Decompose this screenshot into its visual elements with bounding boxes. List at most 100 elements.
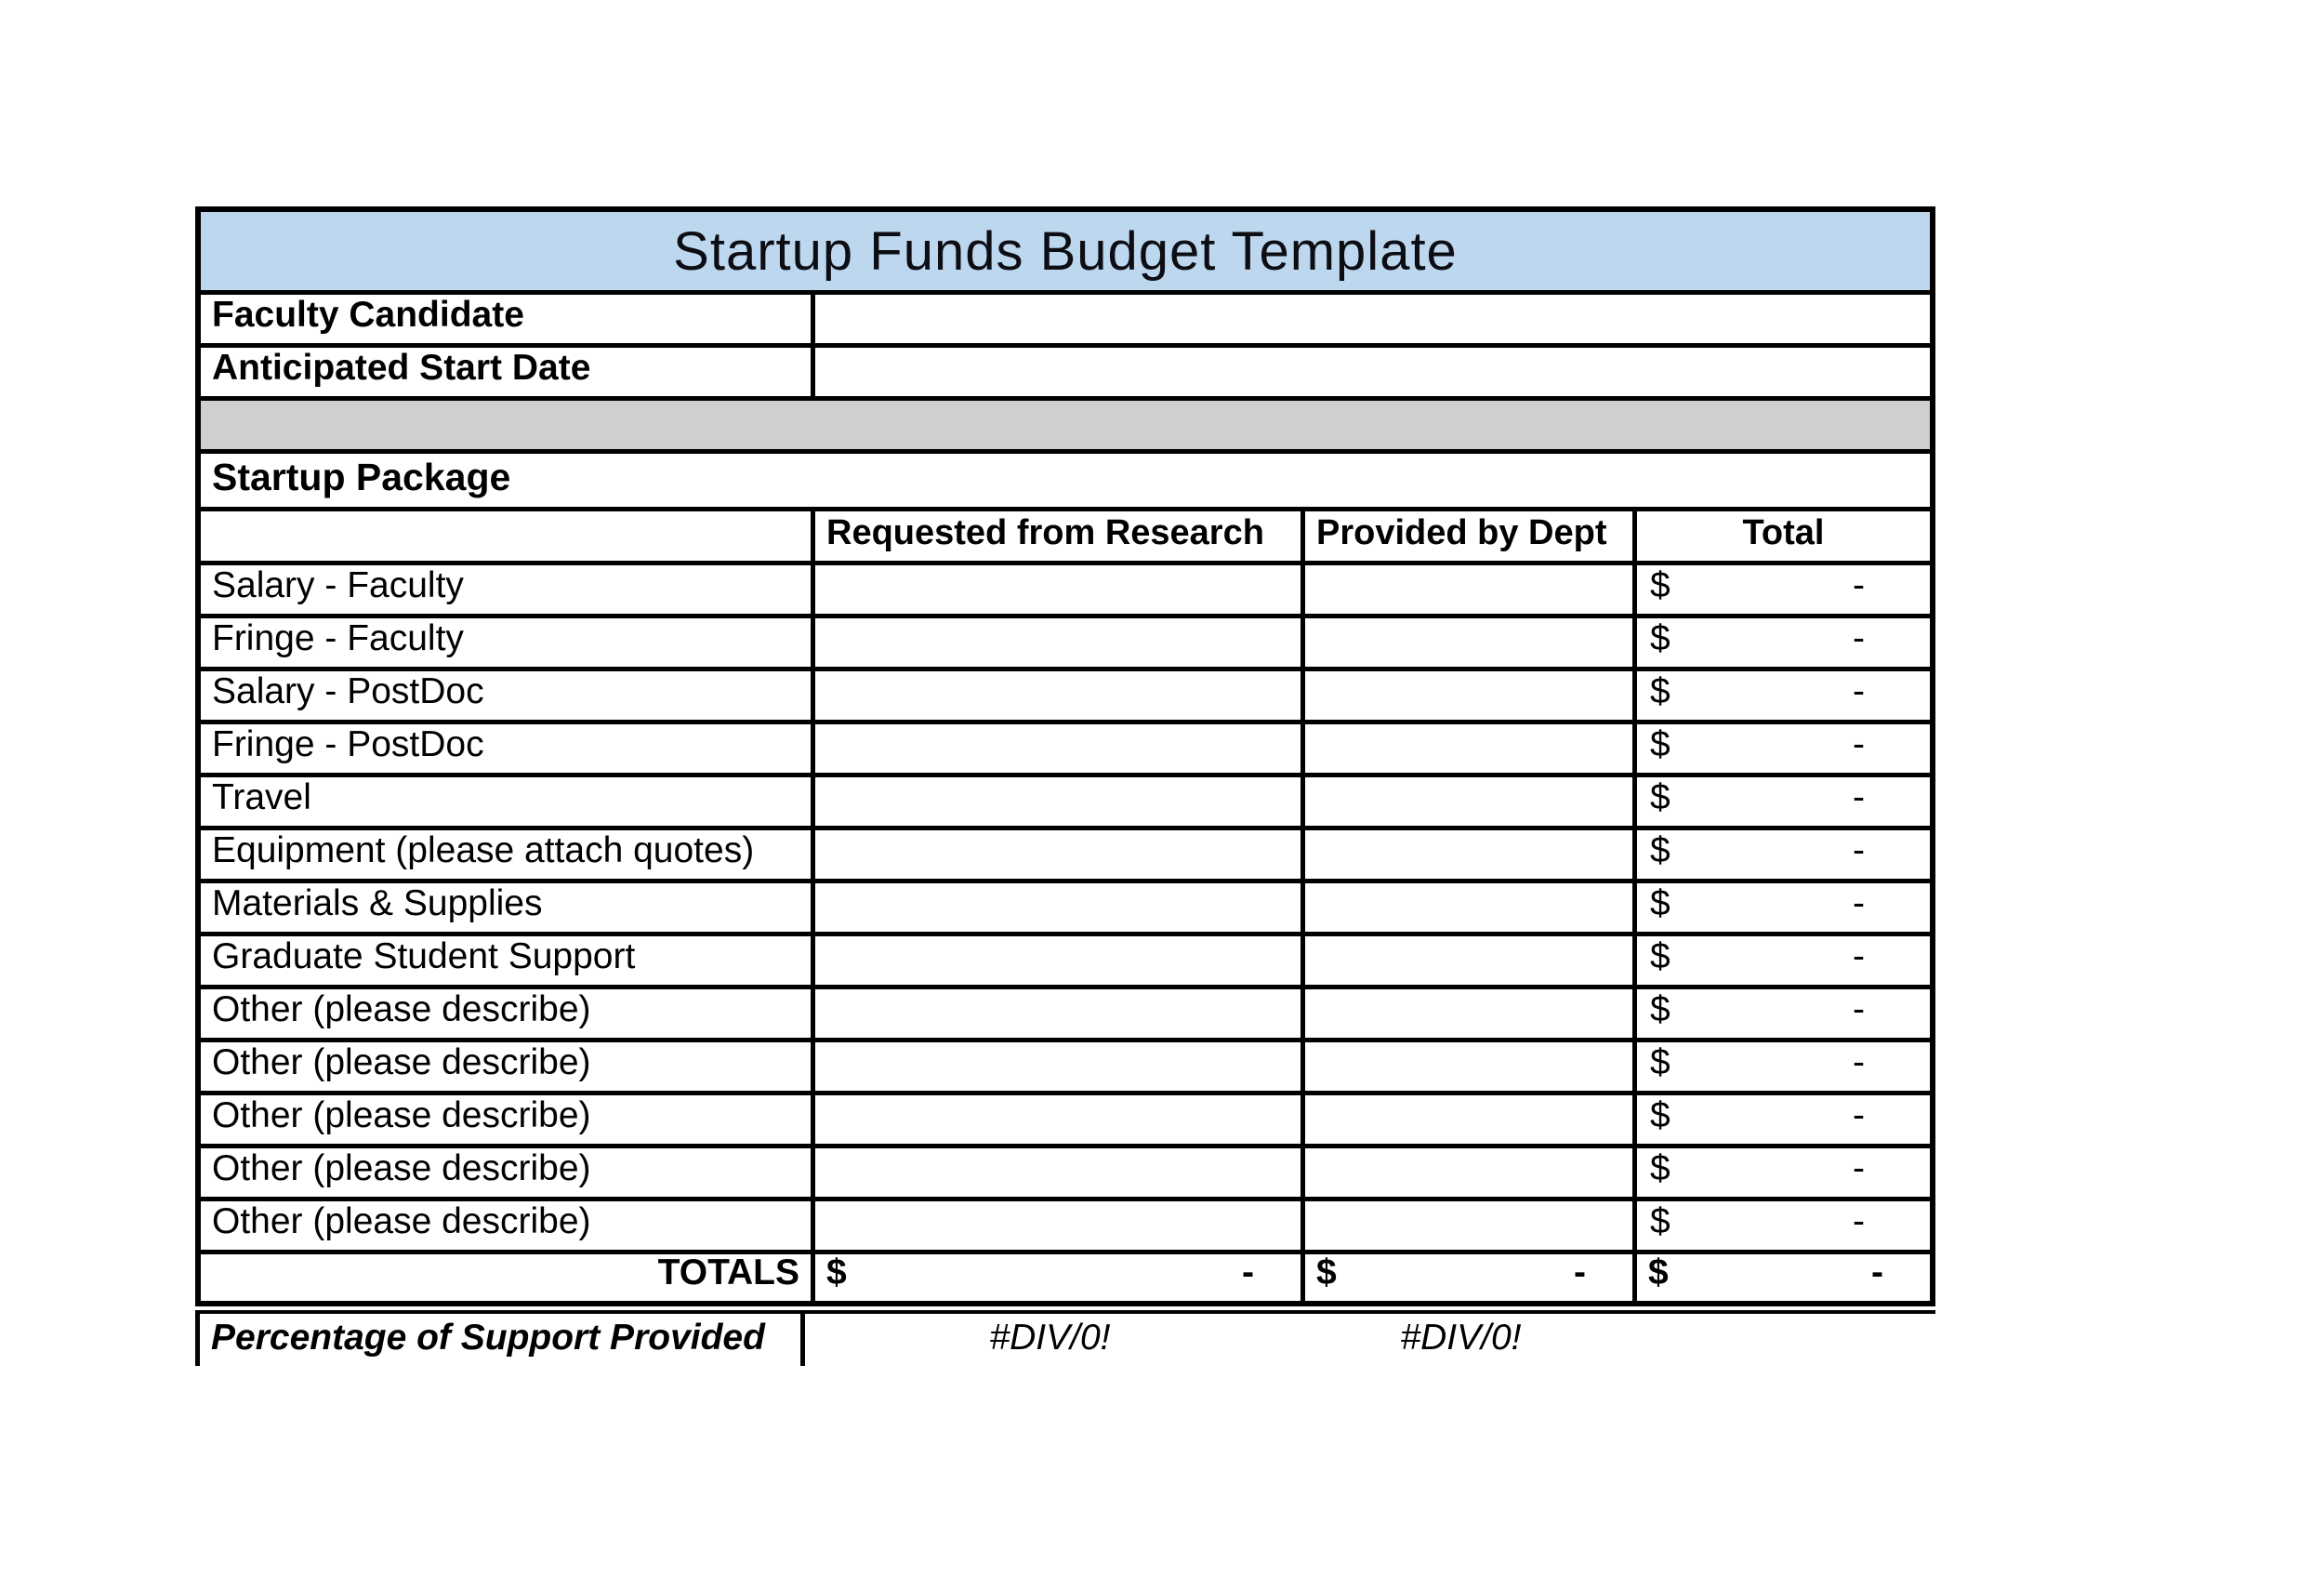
currency-symbol: $ — [1650, 936, 1670, 977]
percentage-requested-error: #DIV/0! — [989, 1318, 1111, 1358]
provided-input-cell[interactable] — [1301, 936, 1632, 985]
section-header: Startup Package — [212, 456, 511, 498]
requested-input-cell[interactable] — [811, 671, 1301, 720]
amount-dash: - — [1853, 565, 1865, 606]
currency-symbol: $ — [1650, 1095, 1670, 1136]
currency-symbol: $ — [1650, 1148, 1670, 1189]
amount-dash: - — [1853, 777, 1865, 818]
provided-input-cell[interactable] — [1301, 618, 1632, 667]
total-cell: $ - — [1632, 883, 1930, 932]
total-cell: $ - — [1632, 1201, 1930, 1250]
faculty-candidate-input[interactable] — [811, 295, 1930, 343]
amount-dash: - — [1853, 1148, 1865, 1189]
item-label: Other (please describe) — [212, 1201, 591, 1242]
column-header-row: Requested from Research Provided by Dept… — [201, 507, 1930, 561]
column-header-provided: Provided by Dept — [1301, 511, 1632, 561]
item-label: Fringe - PostDoc — [212, 724, 484, 765]
total-cell: $ - — [1632, 777, 1930, 826]
amount-dash: - — [1853, 830, 1865, 871]
provided-input-cell[interactable] — [1301, 1148, 1632, 1197]
currency-symbol: $ — [1650, 1042, 1670, 1083]
requested-input-cell[interactable] — [811, 936, 1301, 985]
requested-input-cell[interactable] — [811, 830, 1301, 879]
currency-symbol: $ — [1650, 671, 1670, 712]
amount-dash: - — [1853, 1201, 1865, 1242]
item-label: Travel — [212, 777, 311, 818]
amount-dash: - — [1242, 1254, 1254, 1293]
total-cell: $ - — [1632, 989, 1930, 1038]
requested-input-cell[interactable] — [811, 1042, 1301, 1091]
item-label: Graduate Student Support — [212, 936, 636, 977]
amount-dash: - — [1853, 671, 1865, 712]
totals-label: TOTALS — [657, 1254, 799, 1293]
item-label: Salary - Faculty — [212, 565, 464, 606]
line-item-row: Other (please describe) $ - — [201, 1038, 1930, 1091]
requested-input-cell[interactable] — [811, 989, 1301, 1038]
provided-input-cell[interactable] — [1301, 1095, 1632, 1144]
line-item-row: Other (please describe) $ - — [201, 1197, 1930, 1250]
requested-input-cell[interactable] — [811, 724, 1301, 773]
percentage-row: Percentage of Support Provided #DIV/0! #… — [195, 1310, 1935, 1366]
item-label: Other (please describe) — [212, 1095, 591, 1136]
amount-dash: - — [1853, 883, 1865, 924]
amount-dash: - — [1853, 1095, 1865, 1136]
line-item-row: Equipment (please attach quotes) $ - — [201, 826, 1930, 879]
requested-input-cell[interactable] — [811, 883, 1301, 932]
percentage-total-blank — [1627, 1314, 1935, 1366]
requested-input-cell[interactable] — [811, 618, 1301, 667]
currency-symbol: $ — [1650, 565, 1670, 606]
section-header-row: Startup Package — [201, 449, 1930, 507]
currency-symbol: $ — [1648, 1254, 1669, 1293]
percentage-label: Percentage of Support Provided — [195, 1314, 805, 1366]
provided-input-cell[interactable] — [1301, 883, 1632, 932]
total-cell: $ - — [1632, 1095, 1930, 1144]
currency-symbol: $ — [1650, 777, 1670, 818]
provided-input-cell[interactable] — [1301, 830, 1632, 879]
provided-input-cell[interactable] — [1301, 565, 1632, 614]
requested-input-cell[interactable] — [811, 1148, 1301, 1197]
totals-provided-cell: $ - — [1301, 1254, 1632, 1301]
page-title: Startup Funds Budget Template — [673, 220, 1458, 282]
item-label: Other (please describe) — [212, 1042, 591, 1083]
item-label: Fringe - Faculty — [212, 618, 464, 659]
line-item-row: Other (please describe) $ - — [201, 1091, 1930, 1144]
column-header-requested: Requested from Research — [811, 511, 1301, 561]
total-cell: $ - — [1632, 1042, 1930, 1091]
totals-row: TOTALS $ - $ - $ - — [201, 1250, 1930, 1301]
line-item-row: Fringe - PostDoc $ - — [201, 720, 1930, 773]
line-item-row: Materials & Supplies $ - — [201, 879, 1930, 932]
item-label: Salary - PostDoc — [212, 671, 484, 712]
amount-dash: - — [1871, 1254, 1883, 1293]
line-item-row: Other (please describe) $ - — [201, 1144, 1930, 1197]
line-item-row: Fringe - Faculty $ - — [201, 614, 1930, 667]
amount-dash: - — [1853, 618, 1865, 659]
amount-dash: - — [1853, 936, 1865, 977]
provided-input-cell[interactable] — [1301, 1201, 1632, 1250]
item-label: Other (please describe) — [212, 1148, 591, 1189]
provided-input-cell[interactable] — [1301, 989, 1632, 1038]
title-row: Startup Funds Budget Template — [201, 212, 1930, 290]
total-cell: $ - — [1632, 724, 1930, 773]
provided-input-cell[interactable] — [1301, 777, 1632, 826]
totals-requested-cell: $ - — [811, 1254, 1301, 1301]
provided-input-cell[interactable] — [1301, 724, 1632, 773]
currency-symbol: $ — [1650, 618, 1670, 659]
budget-template-sheet: Startup Funds Budget Template Faculty Ca… — [195, 206, 1935, 1366]
start-date-input[interactable] — [811, 348, 1930, 396]
total-cell: $ - — [1632, 830, 1930, 879]
provided-input-cell[interactable] — [1301, 1042, 1632, 1091]
total-cell: $ - — [1632, 618, 1930, 667]
start-date-label: Anticipated Start Date — [212, 348, 591, 389]
line-item-row: Other (please describe) $ - — [201, 985, 1930, 1038]
total-cell: $ - — [1632, 671, 1930, 720]
percentage-provided-error: #DIV/0! — [1400, 1318, 1522, 1358]
requested-input-cell[interactable] — [811, 777, 1301, 826]
requested-input-cell[interactable] — [811, 1095, 1301, 1144]
item-label: Materials & Supplies — [212, 883, 543, 924]
item-label: Other (please describe) — [212, 989, 591, 1030]
provided-input-cell[interactable] — [1301, 671, 1632, 720]
currency-symbol: $ — [1316, 1254, 1337, 1293]
requested-input-cell[interactable] — [811, 1201, 1301, 1250]
requested-input-cell[interactable] — [811, 565, 1301, 614]
currency-symbol: $ — [826, 1254, 847, 1293]
